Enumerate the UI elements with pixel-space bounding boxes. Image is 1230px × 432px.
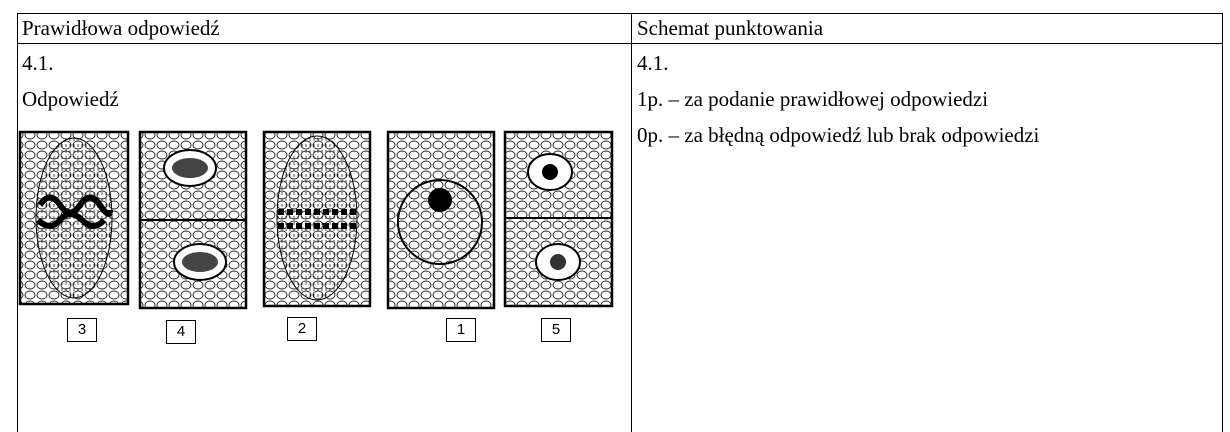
table-border [1222,13,1223,432]
stage-label: 5 [541,318,571,342]
table-border [631,13,632,432]
cell-drawing [503,130,614,308]
cell-drawing [18,130,130,306]
question-number: 4.1. [22,51,54,75]
stage-label: 3 [67,318,97,342]
question-number: 4.1. [637,51,669,75]
stage-label: 2 [287,317,317,341]
table-border [17,13,18,432]
answer-label: Odpowiedź [22,87,119,111]
cell-drawing [386,130,496,310]
stage-label: 1 [446,318,476,342]
scoring-line: 0p. – za błędną odpowiedź lub brak odpow… [637,123,1040,147]
header-cell: Prawidłowa odpowiedź [22,16,220,40]
table-border [17,43,1223,44]
scoring-line: 1p. – za podanie prawidłowej odpowiedzi [637,87,989,111]
header-cell: Schemat punktowania [637,16,824,40]
cell-drawing [262,130,372,308]
table-border [17,13,1223,14]
cell-drawing [138,130,248,310]
stage-label: 4 [166,320,196,344]
cell-drawings [18,130,614,310]
